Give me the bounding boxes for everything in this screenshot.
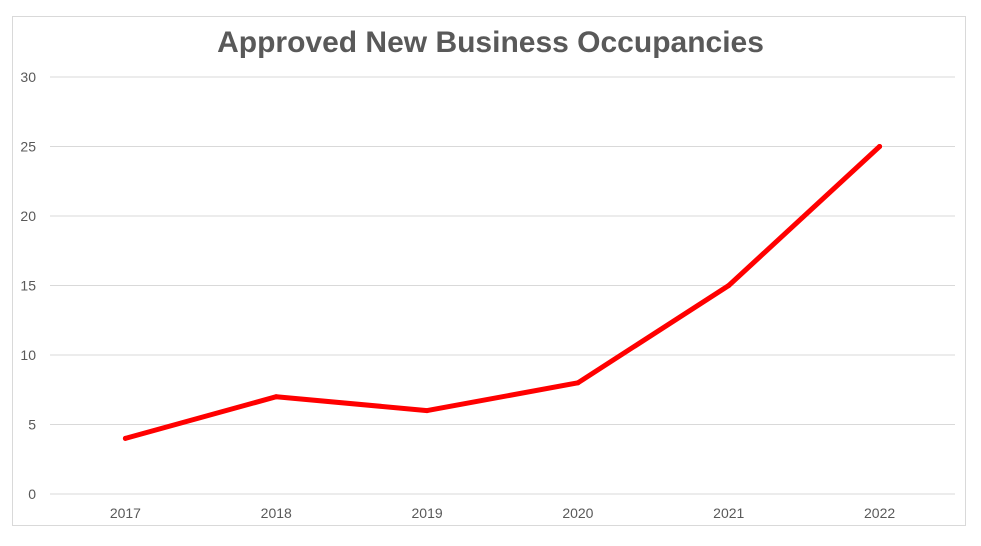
data-point [877, 144, 883, 149]
y-tick-label: 30 [20, 69, 36, 85]
y-tick-label: 10 [20, 347, 36, 363]
chart-area [12, 16, 966, 526]
x-tick-label: 2021 [713, 505, 744, 521]
y-tick-label: 20 [20, 208, 36, 224]
data-point [575, 380, 581, 386]
y-tick-label: 0 [28, 486, 36, 502]
series-layer [122, 144, 883, 441]
x-tick-label: 2017 [110, 505, 141, 521]
y-tick-label: 25 [20, 139, 36, 155]
data-point [273, 394, 279, 400]
x-axis-tick-labels: 2017 2018 2019 2020 2021 2022 [110, 505, 896, 521]
gridlines [50, 76, 955, 495]
x-tick-label: 2019 [412, 505, 443, 521]
y-axis-tick-labels: 0 5 10 15 20 25 30 [20, 69, 36, 502]
chart-title: Approved New Business Occupancies [217, 26, 764, 59]
y-tick-label: 5 [28, 417, 36, 433]
data-point [726, 283, 732, 288]
series-line [122, 144, 883, 441]
x-tick-label: 2022 [864, 505, 895, 521]
y-tick-label: 15 [20, 278, 36, 294]
data-point [122, 435, 128, 441]
x-tick-label: 2018 [261, 505, 292, 521]
x-tick-label: 2020 [562, 505, 593, 521]
data-point [424, 408, 430, 414]
